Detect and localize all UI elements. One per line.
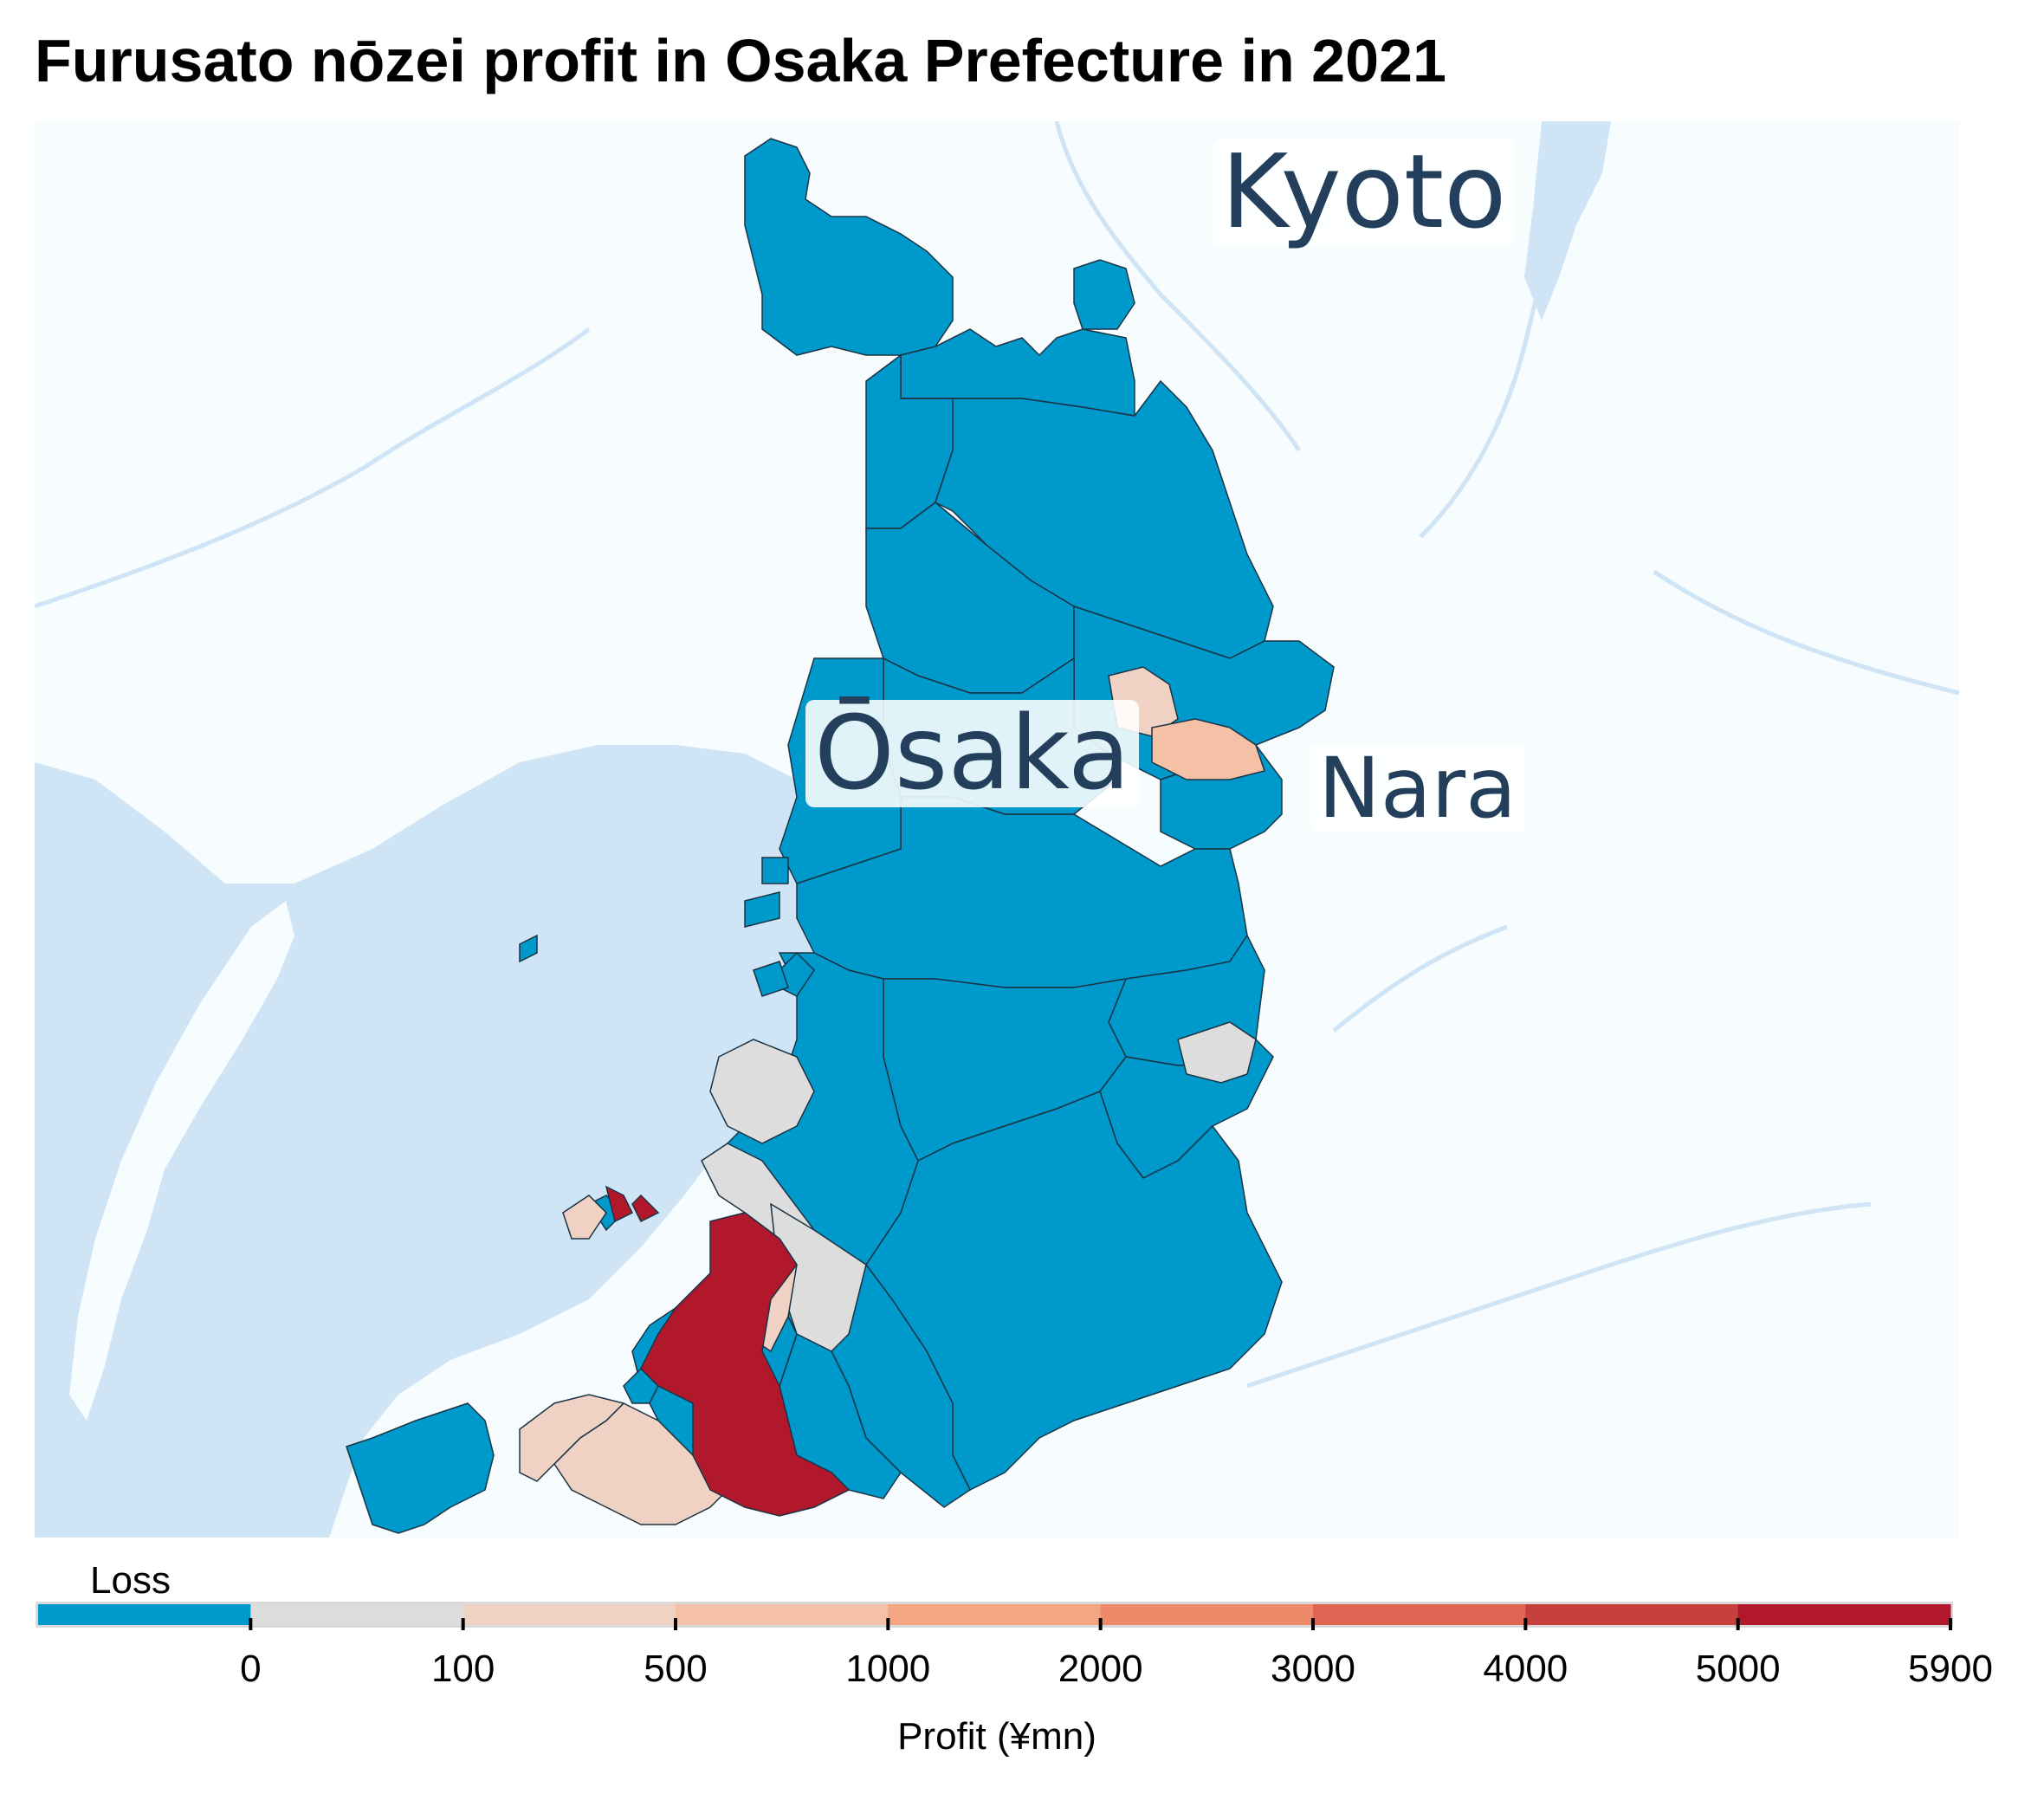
legend-swatch-2000-3000 (1100, 1604, 1314, 1625)
legend-swatch-100-500 (462, 1604, 676, 1625)
label-nara: Nara (1310, 745, 1525, 832)
legend-tick-label: 4000 (1483, 1648, 1569, 1690)
profit-0-100-regions (701, 1021, 1257, 1352)
chart-title: Furusato nōzei profit in Osaka Prefectur… (35, 27, 1446, 94)
legend-colorbar (36, 1602, 1953, 1630)
osaka-bay (35, 745, 840, 1538)
legend-tick-label: 2000 (1058, 1648, 1143, 1690)
lake (1524, 121, 1611, 321)
legend-swatch-5000-5900 (1737, 1604, 1951, 1625)
legend-tick-label: 5000 (1695, 1648, 1781, 1690)
legend-swatch-0-100 (250, 1604, 464, 1625)
label-osaka: Ōsaka (805, 699, 1140, 807)
legend-tick-label: 500 (644, 1648, 708, 1690)
legend-swatch-500-1000 (676, 1604, 889, 1625)
legend-tick-label: 1000 (845, 1648, 931, 1690)
legend-swatch-loss (38, 1604, 251, 1625)
awaji-island (69, 901, 294, 1421)
profit-500-1000-regions (1151, 718, 1265, 780)
legend-tick-label: 5900 (1908, 1648, 1993, 1690)
legend-tick-label: 100 (430, 1648, 495, 1690)
legend-loss-label: Loss (90, 1559, 171, 1602)
label-kyoto: Kyoto (1213, 138, 1516, 246)
legend-swatch-3000-4000 (1313, 1604, 1526, 1625)
color-legend: Loss 0 100 500 1000 2000 3000 4000 5000 5900 Pro… (35, 1559, 1993, 1784)
legend-swatch-1000-2000 (888, 1604, 1102, 1625)
legend-tick-label: 0 (240, 1648, 262, 1690)
legend-tick-label: 3000 (1271, 1648, 1355, 1690)
legend-swatch-4000-5000 (1525, 1604, 1739, 1625)
profit-5000-5900-regions (605, 1185, 851, 1517)
loss-regions (346, 138, 1335, 1534)
prefecture-map (35, 121, 1959, 1538)
legend-title: Profit (¥mn) (897, 1715, 1096, 1758)
